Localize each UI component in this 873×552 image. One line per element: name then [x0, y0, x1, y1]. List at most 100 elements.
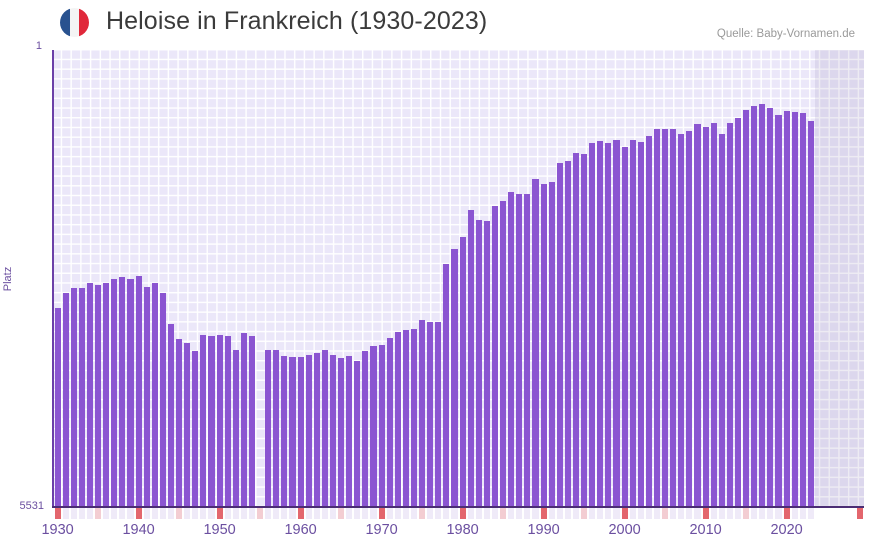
bar[interactable] [613, 140, 620, 508]
bar[interactable] [759, 103, 766, 508]
x-tick [532, 508, 539, 519]
bar[interactable] [775, 115, 782, 508]
bar[interactable] [103, 283, 110, 508]
bar[interactable] [678, 134, 685, 508]
bar[interactable] [354, 361, 361, 508]
bar[interactable] [799, 112, 806, 508]
bar[interactable] [589, 142, 596, 508]
bar[interactable] [605, 142, 612, 508]
bar[interactable] [305, 354, 312, 508]
bar[interactable] [370, 345, 377, 508]
bar[interactable] [329, 354, 337, 508]
bar[interactable] [508, 192, 515, 508]
bar[interactable] [402, 329, 409, 508]
bar[interactable] [783, 111, 790, 508]
bar[interactable] [564, 160, 571, 508]
bar[interactable] [540, 184, 547, 508]
bar[interactable] [726, 122, 733, 508]
bar[interactable] [743, 109, 750, 508]
bar[interactable] [410, 329, 418, 508]
bar[interactable] [281, 356, 288, 508]
bar[interactable] [532, 179, 539, 508]
bar[interactable] [62, 292, 69, 508]
bar[interactable] [572, 153, 580, 508]
x-tick [151, 508, 158, 519]
bar[interactable] [232, 349, 239, 508]
bar[interactable] [265, 349, 272, 508]
x-tick [686, 508, 693, 519]
bar[interactable] [192, 351, 199, 508]
bar[interactable] [86, 283, 94, 508]
bar[interactable] [791, 112, 798, 508]
bar[interactable] [419, 319, 426, 508]
bar[interactable] [273, 349, 280, 508]
bar[interactable] [200, 334, 207, 508]
bar[interactable] [581, 154, 588, 508]
x-tick [807, 508, 814, 519]
bar[interactable] [491, 206, 499, 508]
bar[interactable] [637, 141, 644, 508]
bar[interactable] [524, 194, 531, 508]
bar[interactable] [167, 324, 175, 508]
x-tick [313, 508, 320, 519]
bar[interactable] [718, 133, 725, 508]
bar[interactable] [702, 126, 709, 508]
bar[interactable] [597, 141, 604, 508]
bar[interactable] [184, 343, 191, 508]
bar[interactable] [216, 334, 223, 508]
bar[interactable] [127, 278, 134, 508]
bar[interactable] [734, 117, 742, 508]
bar[interactable] [629, 140, 636, 508]
bar[interactable] [143, 286, 150, 508]
bar[interactable] [289, 357, 296, 508]
bar[interactable] [670, 128, 677, 508]
bar[interactable] [362, 351, 369, 508]
bar[interactable] [662, 128, 669, 508]
bar[interactable] [516, 194, 523, 508]
bar[interactable] [386, 338, 393, 508]
bar[interactable] [467, 209, 474, 508]
bar[interactable] [548, 181, 555, 508]
bar[interactable] [111, 278, 118, 508]
bar[interactable] [427, 321, 434, 508]
bar[interactable] [95, 285, 102, 508]
bar[interactable] [556, 163, 563, 508]
bar[interactable] [645, 136, 652, 508]
bar[interactable] [710, 122, 717, 508]
bar[interactable] [346, 355, 353, 508]
x-tick [127, 508, 134, 519]
bar[interactable] [54, 307, 61, 508]
bar[interactable] [135, 276, 142, 508]
bar[interactable] [338, 358, 345, 508]
bar[interactable] [394, 331, 401, 508]
bar[interactable] [159, 292, 166, 508]
bar[interactable] [751, 106, 758, 508]
bar[interactable] [694, 124, 701, 508]
bar[interactable] [240, 333, 247, 508]
x-tick [297, 508, 304, 519]
bar[interactable] [119, 276, 126, 508]
bar[interactable] [483, 220, 490, 508]
bar[interactable] [78, 287, 85, 508]
bar[interactable] [459, 237, 466, 508]
bar[interactable] [313, 353, 320, 508]
bar[interactable] [807, 121, 814, 508]
bar[interactable] [475, 219, 482, 508]
bar[interactable] [378, 344, 385, 508]
bar[interactable] [451, 248, 458, 508]
bar[interactable] [500, 200, 507, 508]
bar[interactable] [70, 287, 77, 508]
bar[interactable] [297, 357, 304, 508]
bar[interactable] [208, 335, 215, 508]
bar[interactable] [248, 335, 256, 508]
bar[interactable] [435, 321, 442, 508]
bar[interactable] [767, 107, 774, 508]
bar[interactable] [621, 146, 628, 508]
bar[interactable] [151, 282, 158, 508]
bar[interactable] [176, 338, 183, 508]
bar[interactable] [443, 263, 450, 508]
bar[interactable] [653, 129, 661, 508]
bar[interactable] [224, 335, 231, 508]
bar[interactable] [321, 349, 328, 508]
bar[interactable] [686, 131, 693, 508]
